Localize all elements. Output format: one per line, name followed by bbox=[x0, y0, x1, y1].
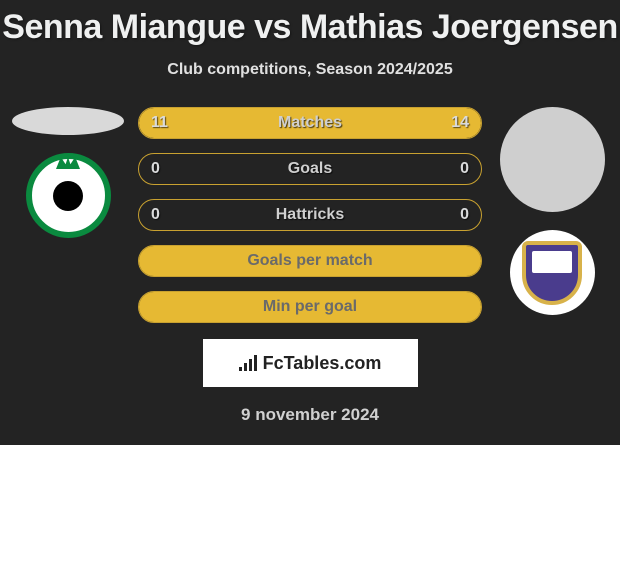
left-player-col bbox=[8, 107, 128, 238]
stat-bar: 00Goals bbox=[138, 153, 482, 185]
player-photo-left bbox=[12, 107, 124, 135]
shield-icon bbox=[522, 241, 582, 305]
subtitle: Club competitions, Season 2024/2025 bbox=[0, 61, 620, 79]
stat-label: Min per goal bbox=[139, 298, 481, 316]
stat-bar: Min per goal bbox=[138, 291, 482, 323]
stat-label: Goals per match bbox=[139, 252, 481, 270]
crown-icon bbox=[56, 157, 80, 169]
club-badge-right bbox=[510, 230, 595, 315]
comparison-card: Senna Miangue vs Mathias Joergensen Club… bbox=[0, 0, 620, 445]
club-badge-left bbox=[26, 153, 111, 238]
stat-label: Goals bbox=[139, 160, 481, 178]
brand-label: FcTables.com bbox=[263, 353, 382, 374]
stat-bars: 1114Matches 00Goals 00Hattricks Goals per m… bbox=[128, 107, 492, 323]
right-player-col bbox=[492, 107, 612, 315]
date-line: 9 november 2024 bbox=[0, 405, 620, 425]
page-title: Senna Miangue vs Mathias Joergensen bbox=[0, 0, 620, 47]
stat-label: Hattricks bbox=[139, 206, 481, 224]
brand-box: FcTables.com bbox=[203, 339, 418, 387]
stat-bar: 00Hattricks bbox=[138, 199, 482, 231]
stat-bar: Goals per match bbox=[138, 245, 482, 277]
player-photo-right bbox=[500, 107, 605, 212]
chart-icon bbox=[239, 355, 259, 371]
content-row: 1114Matches 00Goals 00Hattricks Goals per m… bbox=[0, 107, 620, 323]
stat-bar: 1114Matches bbox=[138, 107, 482, 139]
stat-label: Matches bbox=[139, 114, 481, 132]
